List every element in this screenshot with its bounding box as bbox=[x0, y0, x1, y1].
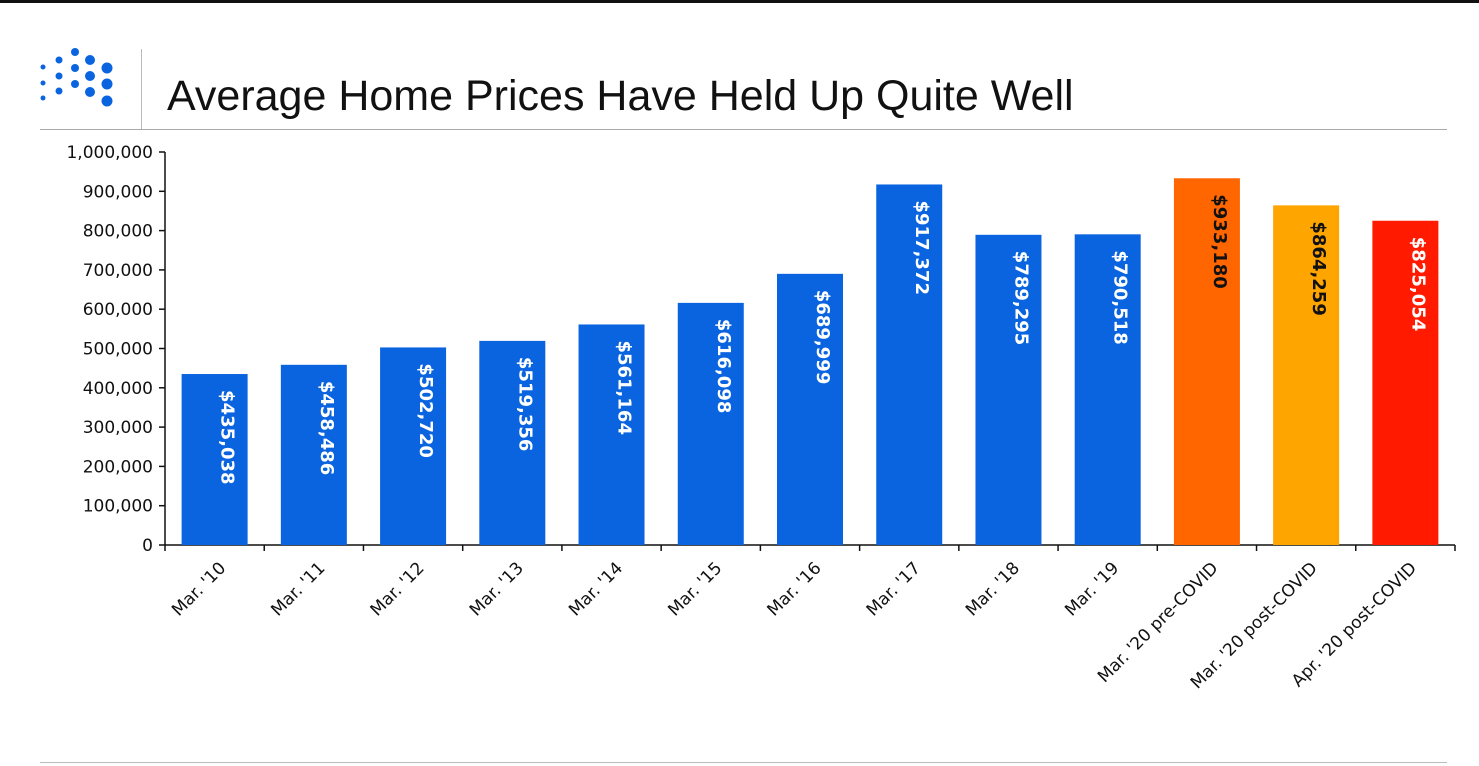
logo-dot bbox=[71, 48, 79, 56]
bar-data-label: $825,054 bbox=[1407, 237, 1428, 332]
logo-dot bbox=[55, 56, 63, 64]
y-tick-label: 200,000 bbox=[83, 457, 153, 477]
y-tick-label: 500,000 bbox=[83, 340, 153, 360]
bar-data-label: $933,180 bbox=[1209, 194, 1230, 289]
y-tick-label: 1,000,000 bbox=[66, 143, 153, 163]
logo-dot bbox=[55, 87, 63, 95]
bar bbox=[1372, 220, 1439, 545]
y-tick-label: 100,000 bbox=[83, 497, 153, 517]
bar bbox=[1273, 205, 1340, 546]
logo-dot bbox=[40, 64, 46, 70]
logo-dot bbox=[85, 55, 95, 65]
bar bbox=[777, 273, 843, 545]
bar bbox=[479, 340, 546, 545]
bar bbox=[578, 324, 645, 545]
bar bbox=[380, 347, 447, 545]
bar bbox=[677, 302, 744, 545]
bar-data-label: $458,486 bbox=[316, 381, 337, 476]
logo-dot bbox=[85, 87, 95, 97]
x-tick-label: Mar. '16 bbox=[764, 558, 826, 620]
bar-data-label: $502,720 bbox=[415, 363, 436, 458]
x-tick-label: Mar. '10 bbox=[168, 558, 230, 620]
x-tick-label: Mar. '19 bbox=[1061, 558, 1123, 620]
bar bbox=[1074, 234, 1141, 546]
bar bbox=[876, 184, 943, 545]
footer-rule bbox=[40, 762, 1447, 763]
bar-data-label: $917,372 bbox=[911, 200, 932, 295]
bar-data-label: $789,295 bbox=[1010, 251, 1031, 346]
y-tick-label: 900,000 bbox=[83, 182, 153, 202]
bar-data-label: $689,999 bbox=[812, 290, 833, 385]
dot-grid-logo-icon bbox=[40, 48, 113, 107]
x-tick-label: Mar. '15 bbox=[664, 558, 726, 620]
x-tick-label: Mar. '14 bbox=[565, 558, 627, 620]
logo-dot bbox=[101, 95, 113, 107]
x-tick-label: Mar. '18 bbox=[962, 558, 1024, 620]
bar-data-label: $864,259 bbox=[1308, 221, 1329, 316]
logo-dot bbox=[55, 72, 63, 80]
logo-dot bbox=[85, 71, 95, 81]
y-tick-label: 600,000 bbox=[83, 300, 153, 320]
y-tick-label: 300,000 bbox=[83, 418, 153, 438]
header-divider bbox=[141, 49, 142, 129]
x-tick-label: Mar. '13 bbox=[466, 558, 528, 620]
bar-data-label: $616,098 bbox=[713, 319, 734, 414]
bar bbox=[280, 364, 347, 545]
bar-data-label: $519,356 bbox=[514, 357, 535, 452]
logo-dot bbox=[101, 78, 113, 90]
page-title: Average Home Prices Have Held Up Quite W… bbox=[167, 72, 1074, 120]
bar-data-label: $435,038 bbox=[217, 390, 238, 485]
y-tick-label: 0 bbox=[142, 536, 153, 556]
x-tick-label: Mar. '11 bbox=[267, 558, 329, 620]
logo-dot bbox=[71, 80, 79, 88]
header-rule bbox=[40, 129, 1447, 130]
logo-dot bbox=[71, 64, 79, 72]
y-tick-label: 400,000 bbox=[83, 379, 153, 399]
x-tick-label: Mar. '12 bbox=[367, 558, 429, 620]
bar bbox=[975, 234, 1042, 545]
bar bbox=[1173, 178, 1240, 545]
logo-dot bbox=[40, 95, 46, 101]
logo-dot bbox=[40, 80, 46, 86]
x-tick-label: Mar. '17 bbox=[863, 558, 925, 620]
y-tick-label: 800,000 bbox=[83, 222, 153, 242]
y-tick-label: 700,000 bbox=[83, 261, 153, 281]
top-border bbox=[0, 0, 1479, 3]
bar-data-label: $790,518 bbox=[1110, 250, 1131, 345]
bar bbox=[181, 374, 248, 545]
logo-dot bbox=[101, 62, 113, 74]
bar-data-label: $561,164 bbox=[614, 340, 635, 435]
